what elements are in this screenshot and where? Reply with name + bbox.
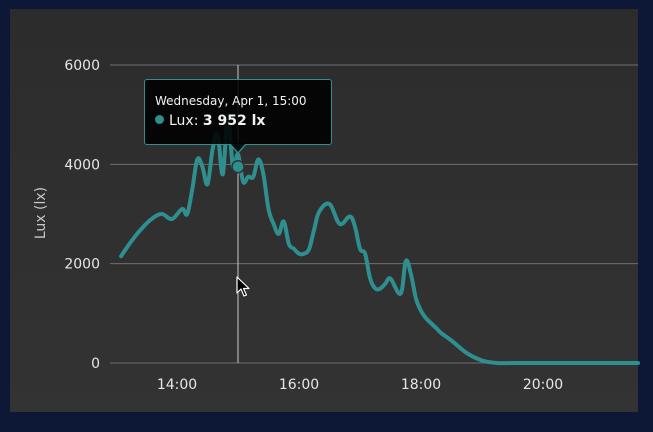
- x-tick-labels: 14:00 16:00 18:00 20:00: [157, 377, 563, 393]
- chart-panel: [10, 9, 638, 412]
- series-dot-icon: [155, 115, 164, 124]
- tooltip-header: Wednesday, Apr 1, 15:00: [155, 94, 307, 108]
- tooltip-value: 3 952 lx: [202, 113, 266, 129]
- tooltip-series-label: Lux:: [169, 113, 203, 129]
- tooltip-body: Lux: 3 952 lx: [155, 113, 265, 129]
- y-tick-label: 4000: [64, 157, 100, 173]
- x-tick-label: 14:00: [157, 377, 197, 393]
- y-tick-label: 6000: [64, 58, 100, 74]
- hover-point-marker[interactable]: [231, 159, 245, 174]
- x-tick-label: 16:00: [279, 377, 319, 393]
- y-tick-label: 2000: [64, 257, 100, 273]
- series-line-lux[interactable]: [119, 112, 640, 366]
- mouse-pointer-icon: [236, 276, 250, 297]
- x-tick-label: 18:00: [401, 377, 441, 393]
- y-tick-label: 0: [91, 356, 100, 372]
- data-tooltip: Wednesday, Apr 1, 15:00 Lux: 3 952 lx: [144, 79, 332, 154]
- y-axis-title: Lux (lx): [33, 187, 49, 239]
- tooltip-pointer-icon: [229, 143, 247, 154]
- x-tick-label: 20:00: [523, 377, 563, 393]
- y-tick-labels: 0 2000 4000 6000: [64, 58, 100, 372]
